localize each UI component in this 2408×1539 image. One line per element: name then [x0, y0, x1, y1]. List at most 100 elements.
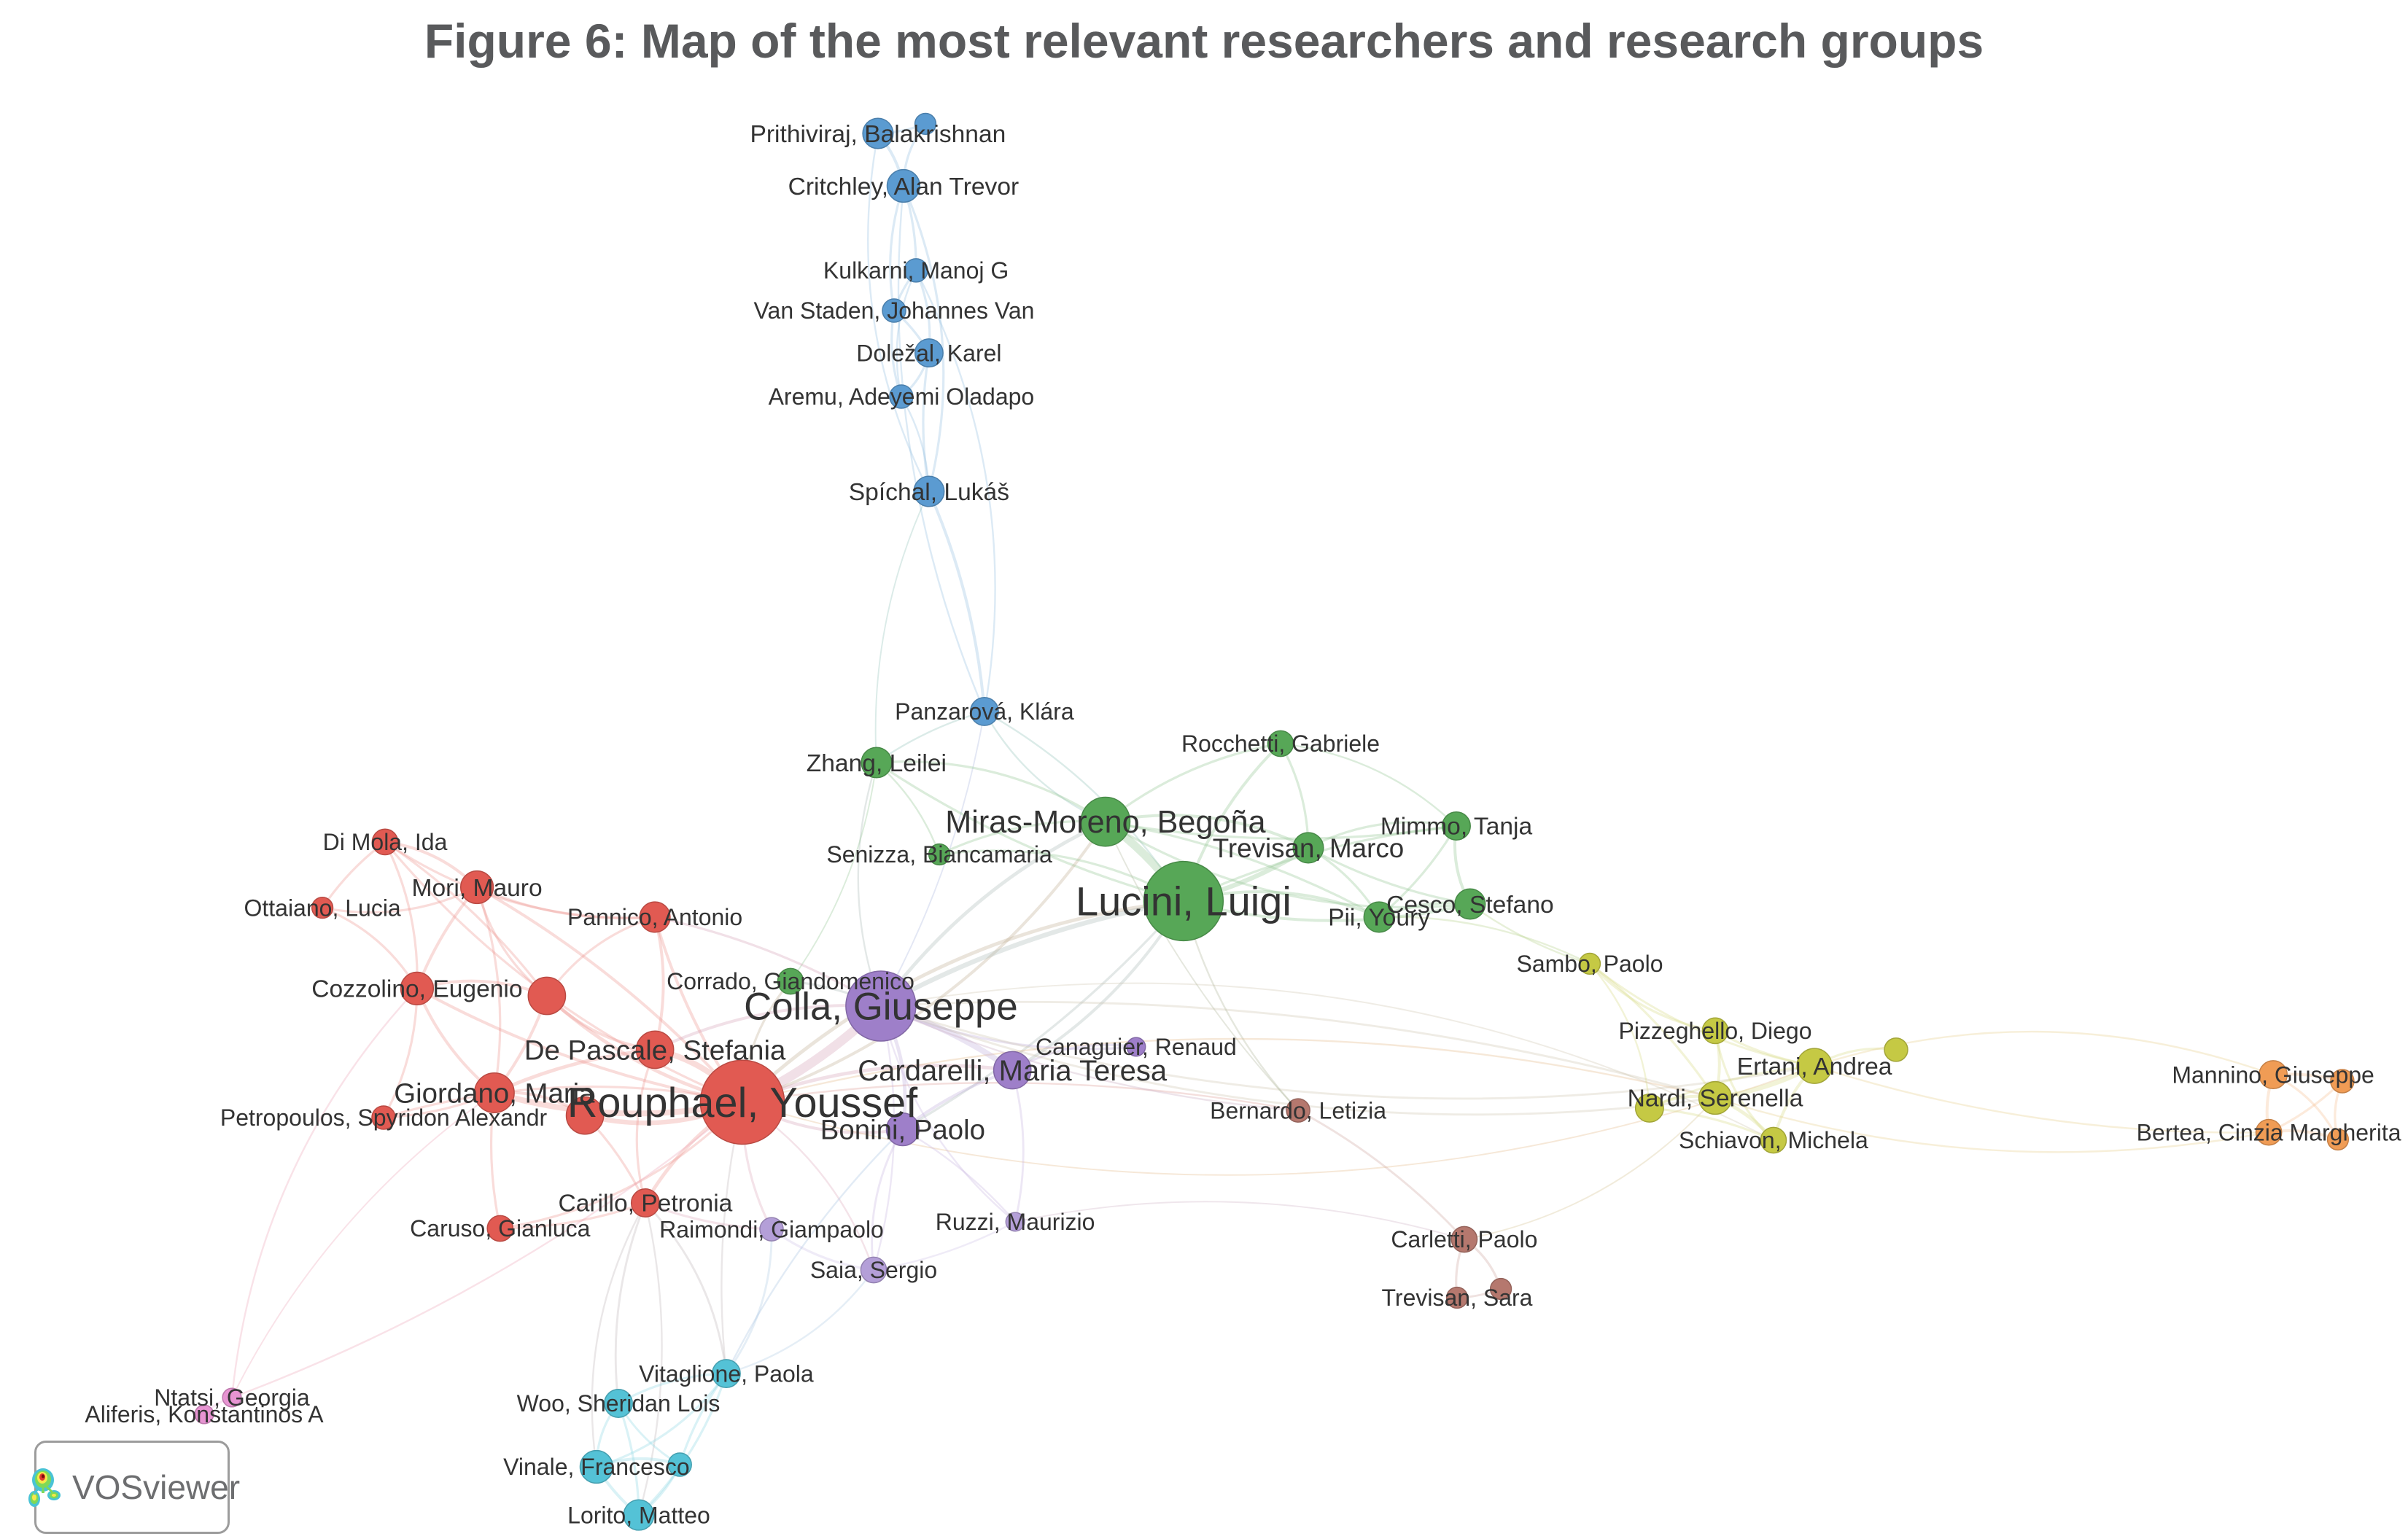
node-zhang[interactable] — [861, 747, 893, 779]
node-mimmo[interactable] — [1442, 811, 1471, 841]
edge-panzarova-zhang — [876, 710, 985, 763]
edge-ertani-bertea — [1814, 1064, 2269, 1134]
edge-mori-red1 — [475, 887, 548, 997]
node-pizzeghello[interactable] — [1701, 1017, 1729, 1045]
node-sambo[interactable] — [1578, 952, 1601, 975]
edge-depascale-carillo — [635, 1049, 656, 1204]
edge-bonini-saia — [871, 1129, 904, 1271]
edge-mori-ottaiano — [322, 886, 478, 914]
node-blue1[interactable] — [914, 112, 937, 136]
edge-mori-rouphael — [476, 886, 744, 1104]
node-mori[interactable] — [459, 870, 494, 905]
edge-trevisan_m-rocchetti — [1279, 743, 1310, 848]
node-ntatsi[interactable] — [222, 1387, 242, 1408]
node-corrado[interactable] — [777, 967, 804, 995]
node-cozzolino[interactable] — [400, 971, 435, 1006]
node-depascale[interactable] — [635, 1030, 675, 1069]
edge-trevisan_m-mimmo — [1308, 821, 1457, 849]
edge-vitaglione-cyan1 — [678, 1373, 728, 1465]
edge-dimola-ottaiano — [321, 841, 386, 908]
edge-trevisan_m-cesco — [1308, 846, 1471, 905]
node-red1[interactable] — [527, 976, 567, 1016]
edge-miras-cesco — [1105, 820, 1471, 909]
node-ruzzi[interactable] — [1005, 1212, 1025, 1232]
node-carletti[interactable] — [1450, 1226, 1478, 1253]
node-brown1[interactable] — [1489, 1277, 1512, 1301]
node-rouphael[interactable] — [699, 1059, 785, 1145]
node-yellow1[interactable] — [1884, 1037, 1908, 1062]
node-yellow2[interactable] — [1634, 1093, 1664, 1123]
node-prithiviraj[interactable] — [862, 117, 894, 149]
node-spichal[interactable] — [913, 475, 945, 507]
node-bertea[interactable] — [2255, 1118, 2283, 1146]
node-bonini[interactable] — [885, 1112, 920, 1147]
node-dimola[interactable] — [371, 828, 399, 856]
node-bernardo[interactable] — [1286, 1098, 1310, 1123]
edge-critchley-panzarova — [897, 185, 986, 712]
edge-raimondi-saia — [771, 1228, 874, 1271]
edge-petropoulos-rouphael — [383, 1086, 743, 1119]
node-carillo[interactable] — [630, 1188, 660, 1217]
node-mannino[interactable] — [2259, 1060, 2288, 1090]
node-trevisan_m[interactable] — [1292, 832, 1324, 864]
node-woo[interactable] — [604, 1389, 633, 1418]
edge-spichal-zhang — [874, 491, 930, 763]
node-orange2[interactable] — [2326, 1128, 2350, 1151]
node-vitaglione[interactable] — [711, 1359, 741, 1389]
node-aremu[interactable] — [889, 384, 914, 409]
node-cyan1[interactable] — [667, 1452, 692, 1477]
edge-sambo-nardi — [1589, 962, 1717, 1099]
node-lorito[interactable] — [623, 1499, 655, 1531]
node-vanstaden[interactable] — [882, 298, 906, 323]
node-senizza[interactable] — [928, 843, 951, 866]
edge-miras-colla — [879, 819, 1106, 1008]
node-lucini[interactable] — [1143, 860, 1224, 942]
edge-colla-ertani — [880, 1005, 1815, 1100]
edge-lucini-bonini — [902, 900, 1185, 1131]
node-cesco[interactable] — [1454, 888, 1486, 920]
edge-bernardo-miras — [1105, 821, 1299, 1111]
edge-lucini-rouphael — [741, 899, 1184, 1104]
node-vinale[interactable] — [579, 1449, 614, 1484]
edge-miras-senizza — [939, 819, 1106, 856]
vosviewer-logo[interactable]: VOSviewer — [28, 1441, 240, 1534]
edge-sambo-yellow2 — [1589, 963, 1651, 1108]
node-petropoulos[interactable] — [371, 1105, 396, 1130]
node-colla[interactable] — [845, 970, 917, 1042]
node-kulkarni[interactable] — [904, 258, 928, 283]
node-dolezal[interactable] — [914, 338, 944, 368]
edge-sambo-pizzeghello — [1588, 962, 1716, 1032]
edge-rouphael-nardi — [742, 1037, 1716, 1104]
node-pannico[interactable] — [639, 901, 671, 933]
node-cardarelli[interactable] — [993, 1051, 1032, 1090]
node-canaguier[interactable] — [1126, 1037, 1146, 1057]
node-saia[interactable] — [860, 1256, 888, 1284]
edge-zhang-miras — [876, 760, 1106, 823]
edge-cozzolino-red1 — [416, 979, 548, 997]
node-ertani[interactable] — [1796, 1048, 1833, 1084]
node-miras[interactable] — [1080, 796, 1131, 847]
node-red2[interactable] — [565, 1096, 605, 1135]
node-caruso[interactable] — [486, 1215, 514, 1242]
edge-zhang-lucini — [876, 761, 1184, 903]
node-pii[interactable] — [1363, 901, 1395, 933]
node-giordano[interactable] — [473, 1072, 515, 1113]
edge-miras-mimmo — [1105, 820, 1457, 840]
node-rocchetti[interactable] — [1267, 730, 1294, 757]
node-trevisansara[interactable] — [1445, 1286, 1469, 1309]
node-nardi[interactable] — [1698, 1080, 1733, 1115]
node-ottaiano[interactable] — [311, 896, 334, 919]
edge-bernardo-carletti — [1297, 1109, 1465, 1240]
node-schiavon[interactable] — [1760, 1126, 1787, 1154]
node-aliferis[interactable] — [194, 1404, 214, 1425]
edge-vitaglione-vinale — [596, 1373, 728, 1468]
edge-colla-nardi — [880, 1000, 1716, 1099]
node-critchley[interactable] — [886, 168, 921, 203]
node-raimondi[interactable] — [759, 1217, 784, 1242]
node-orange1[interactable] — [2330, 1069, 2355, 1094]
edge-vitaglione-bonini — [725, 1129, 904, 1374]
node-panzarova[interactable] — [969, 696, 999, 726]
